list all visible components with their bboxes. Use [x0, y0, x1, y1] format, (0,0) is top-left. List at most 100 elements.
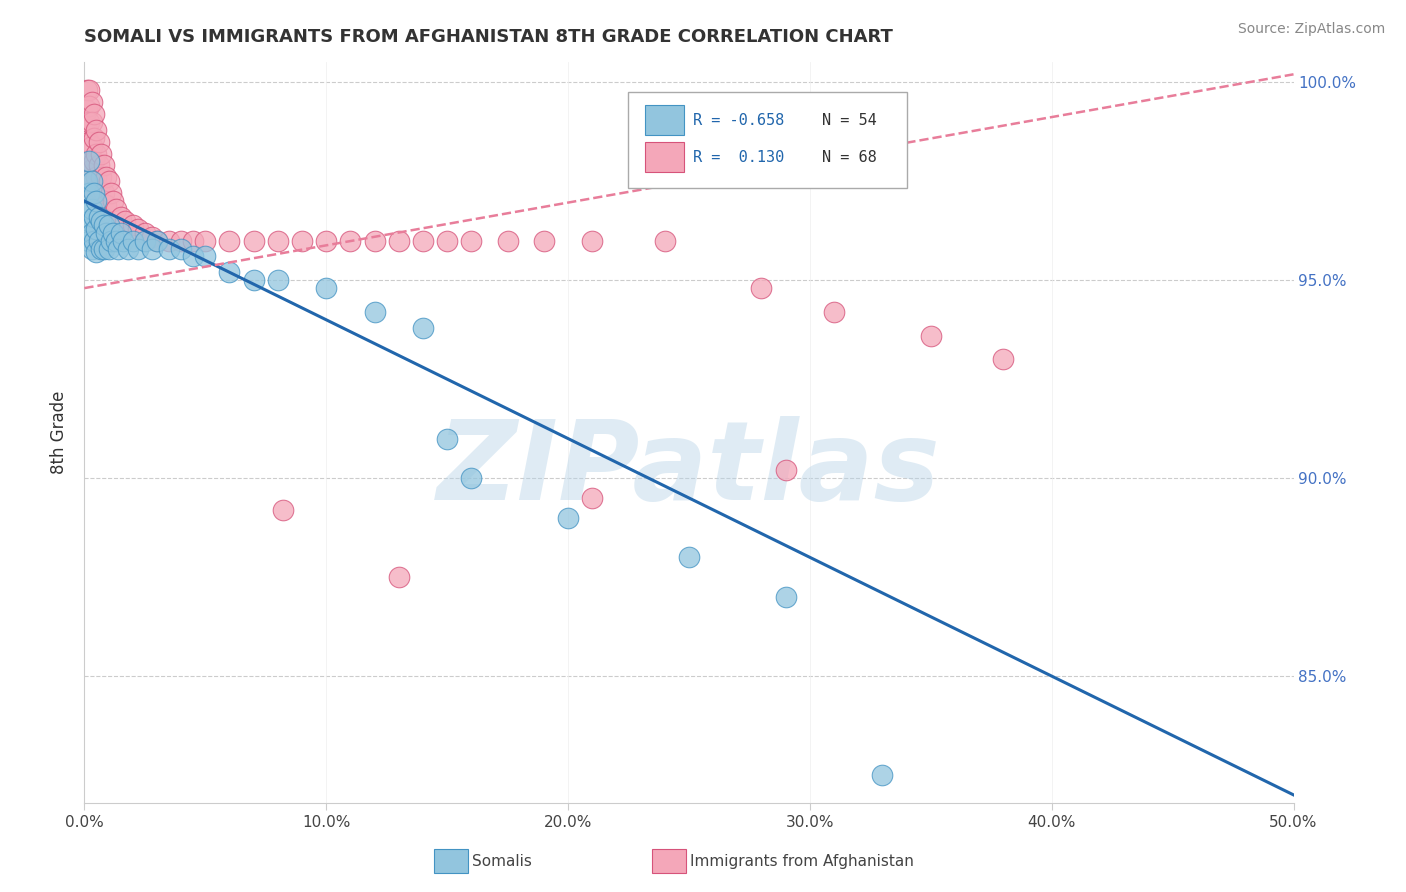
Point	[80, 202, 103, 216]
Point	[93, 242, 115, 256]
Point	[436, 234, 458, 248]
Point	[87, 182, 110, 196]
Point	[86, 194, 108, 208]
FancyBboxPatch shape	[628, 92, 907, 188]
Point	[83, 130, 105, 145]
Point	[112, 234, 135, 248]
Point	[83, 234, 105, 248]
Point	[127, 221, 149, 235]
Point	[77, 83, 100, 97]
Point	[93, 158, 115, 172]
Point	[97, 218, 120, 232]
Text: ZIPatlas: ZIPatlas	[437, 417, 941, 523]
Point	[170, 234, 193, 248]
Point	[291, 234, 314, 248]
Point	[146, 234, 169, 248]
Point	[97, 174, 120, 188]
Point	[83, 210, 105, 224]
Point	[83, 107, 105, 121]
Point	[80, 115, 103, 129]
Point	[77, 99, 100, 113]
Point	[388, 570, 411, 584]
Point	[271, 503, 294, 517]
Point	[80, 174, 103, 188]
Y-axis label: 8th Grade: 8th Grade	[51, 391, 69, 475]
Point	[412, 234, 434, 248]
Point	[86, 122, 108, 136]
Text: N = 54: N = 54	[823, 112, 877, 128]
Point	[315, 281, 337, 295]
Point	[97, 242, 120, 256]
Point	[134, 234, 156, 248]
Point	[436, 432, 458, 446]
Point	[460, 234, 482, 248]
Text: Somalis: Somalis	[472, 855, 533, 869]
Point	[80, 242, 103, 256]
Point	[103, 226, 125, 240]
Point	[242, 234, 264, 248]
Point	[86, 194, 108, 208]
Point	[86, 170, 108, 185]
Point	[94, 170, 117, 185]
Point	[581, 491, 603, 505]
Point	[83, 186, 105, 200]
Point	[90, 146, 112, 161]
Text: SOMALI VS IMMIGRANTS FROM AFGHANISTAN 8TH GRADE CORRELATION CHART: SOMALI VS IMMIGRANTS FROM AFGHANISTAN 8T…	[84, 28, 893, 45]
Point	[218, 234, 240, 248]
Point	[117, 242, 139, 256]
Point	[110, 226, 132, 240]
Point	[412, 320, 434, 334]
Point	[557, 510, 579, 524]
Point	[93, 186, 115, 200]
Point	[110, 210, 132, 224]
Point	[315, 234, 337, 248]
Point	[194, 234, 217, 248]
Point	[194, 249, 217, 263]
Point	[90, 214, 112, 228]
Point	[654, 234, 676, 248]
Point	[823, 305, 845, 319]
Point	[100, 234, 122, 248]
Point	[141, 229, 163, 244]
Point	[751, 281, 773, 295]
Point	[90, 242, 112, 256]
Text: N = 68: N = 68	[823, 150, 877, 165]
Point	[107, 242, 129, 256]
Point	[76, 174, 98, 188]
Point	[775, 590, 797, 604]
Point	[80, 138, 103, 153]
Point	[86, 146, 108, 161]
Point	[103, 194, 125, 208]
Point	[181, 234, 204, 248]
Point	[121, 218, 143, 232]
Point	[157, 234, 180, 248]
Point	[218, 265, 240, 279]
Point	[77, 115, 100, 129]
Point	[114, 214, 136, 228]
Point	[77, 154, 100, 169]
Point	[94, 226, 117, 240]
Point	[76, 202, 98, 216]
Text: Source: ZipAtlas.com: Source: ZipAtlas.com	[1237, 22, 1385, 37]
Point	[83, 174, 105, 188]
Point	[77, 135, 100, 149]
Point	[141, 242, 163, 256]
Point	[87, 158, 110, 172]
Point	[77, 234, 100, 248]
Point	[775, 463, 797, 477]
Point	[533, 234, 555, 248]
Point	[121, 234, 143, 248]
Point	[77, 214, 100, 228]
Text: Immigrants from Afghanistan: Immigrants from Afghanistan	[690, 855, 914, 869]
Point	[146, 234, 169, 248]
Point	[93, 218, 115, 232]
Point	[460, 471, 482, 485]
Point	[90, 170, 112, 185]
Point	[181, 249, 204, 263]
Point	[363, 305, 385, 319]
Point	[94, 198, 117, 212]
Point	[339, 234, 361, 248]
Point	[127, 242, 149, 256]
Point	[100, 186, 122, 200]
Point	[267, 234, 290, 248]
